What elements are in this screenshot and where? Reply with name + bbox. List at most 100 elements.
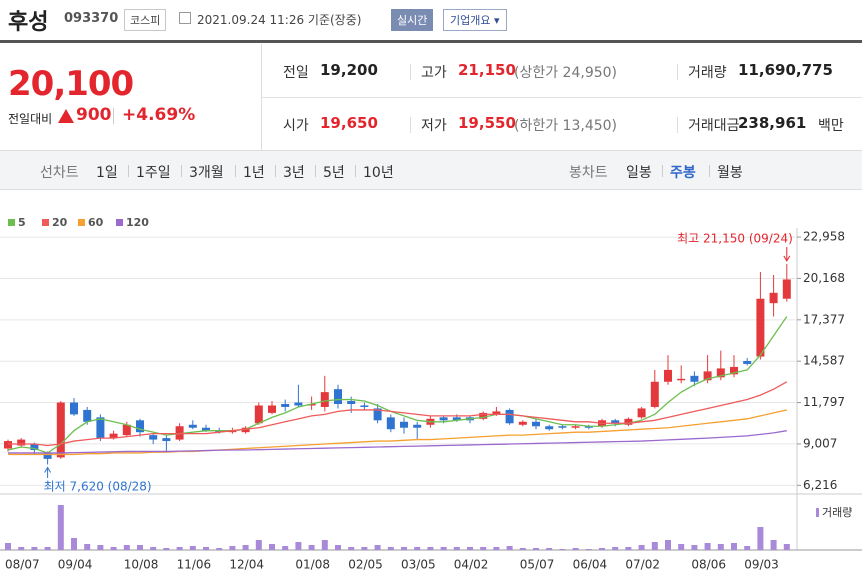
candle-body [4,441,12,449]
volume-bar [717,544,724,550]
candle-body [294,402,303,406]
x-tick-label: 01/08 [295,558,330,572]
y-tick-label: 20,168 [803,271,845,285]
candle-body [320,392,329,407]
volume-bar [665,540,671,550]
candle-body [334,389,342,404]
x-tick-label: 09/03 [744,558,779,572]
legend-swatch [42,219,49,226]
candle-body [624,418,633,425]
volume-bar [427,547,434,550]
volume-bar [308,545,315,550]
y-tick-label: 11,797 [803,395,845,409]
legend-swatch [8,219,15,226]
period-tab[interactable]: 1일 [96,165,118,181]
quote-value: 21,150 [458,61,516,79]
volume-bar [783,544,790,550]
candle-body [452,417,461,421]
x-tick-label: 03/05 [401,558,436,572]
separator [662,165,663,177]
price: 20,100 [8,64,134,104]
change-percent: +4.69% [122,105,196,125]
candle-body [241,427,250,433]
candle-body [505,409,514,424]
quote-value: 19,650 [320,114,378,132]
separator [235,165,236,177]
y-tick-label: 9,007 [803,436,837,450]
volume-bar [242,545,249,550]
period-tab[interactable]: 1주일 [136,165,171,181]
period-tab[interactable]: 1년 [243,165,265,181]
x-tick-label: 10/08 [124,558,159,572]
annotation-arrowhead [783,255,791,262]
volume-bar [71,538,77,550]
volume-bar [374,545,381,550]
volume-bar [731,543,737,550]
y-tick-label: 22,958 [803,230,845,244]
legend-swatch [78,219,85,226]
candle-body [558,426,567,428]
moving-average-line [8,430,787,454]
volume-bar [440,547,447,550]
company-button[interactable]: 기업개요 ▾ [443,9,507,31]
volume-bar [493,547,500,550]
quote-value: 238,961 [738,114,807,132]
candle-body [96,417,105,439]
timestamp: 2021.09.24 11:26 기준(장중) [197,13,362,27]
volume-bar [110,547,117,550]
period-tab[interactable]: 3개월 [189,165,224,181]
candle-body [571,426,580,428]
volume-bar [599,548,605,550]
volume-bar [467,547,473,550]
candle-body [122,424,131,436]
separator [677,64,678,80]
x-tick-label: 04/02 [454,558,489,572]
period-tab[interactable]: 3년 [283,165,305,181]
x-tick-label: 05/07 [520,558,555,572]
candle-tab[interactable]: 일봉 [626,165,652,181]
volume-bar [559,549,566,550]
candle-body [532,421,540,427]
x-tick-label: 07/02 [625,558,660,572]
candle-body [716,368,725,378]
separator [181,165,182,177]
moving-average-line [8,409,787,456]
volume-bar [335,545,341,550]
period-tab[interactable]: 10년 [363,165,394,181]
volume-bar [387,547,394,550]
candle-body [202,427,210,431]
realtime-button[interactable]: 실시간 [391,9,434,31]
candle-body [730,366,738,375]
candle-tab[interactable]: 주봉 [670,165,696,181]
volume-bar [295,542,302,550]
volume-bar [704,543,711,550]
candle-body [83,409,92,422]
volume-bar [163,548,170,550]
volume-bar [137,545,143,550]
period-tab[interactable]: 5년 [323,165,345,181]
candle-body [281,404,290,407]
x-tick-label: 08/07 [5,558,40,572]
candle-body [782,279,791,299]
volume-bar [546,548,553,550]
candle-tab[interactable]: 월봉 [717,165,743,181]
volume-bar [176,547,183,550]
volume-bar [189,546,196,550]
candle-body [769,292,778,304]
candle-body [756,298,765,357]
moving-average-line [7,316,788,454]
candle-body [703,371,712,381]
candle-body [439,417,448,421]
stock-name: 후성 [8,10,49,35]
volume-bar [651,542,658,550]
separator [410,117,411,133]
moving-average-line [8,381,788,447]
price-box: 20,100 전일대비 900 +4.69% [0,44,262,150]
quote-note: (상한가 24,950) [514,65,618,81]
candle-body [413,424,422,428]
tab-group-label: 선차트 [40,165,79,181]
volume-bar [757,527,764,550]
volume-bar [480,547,487,550]
legend-label: 20 [52,216,68,229]
legend-swatch [816,508,819,517]
